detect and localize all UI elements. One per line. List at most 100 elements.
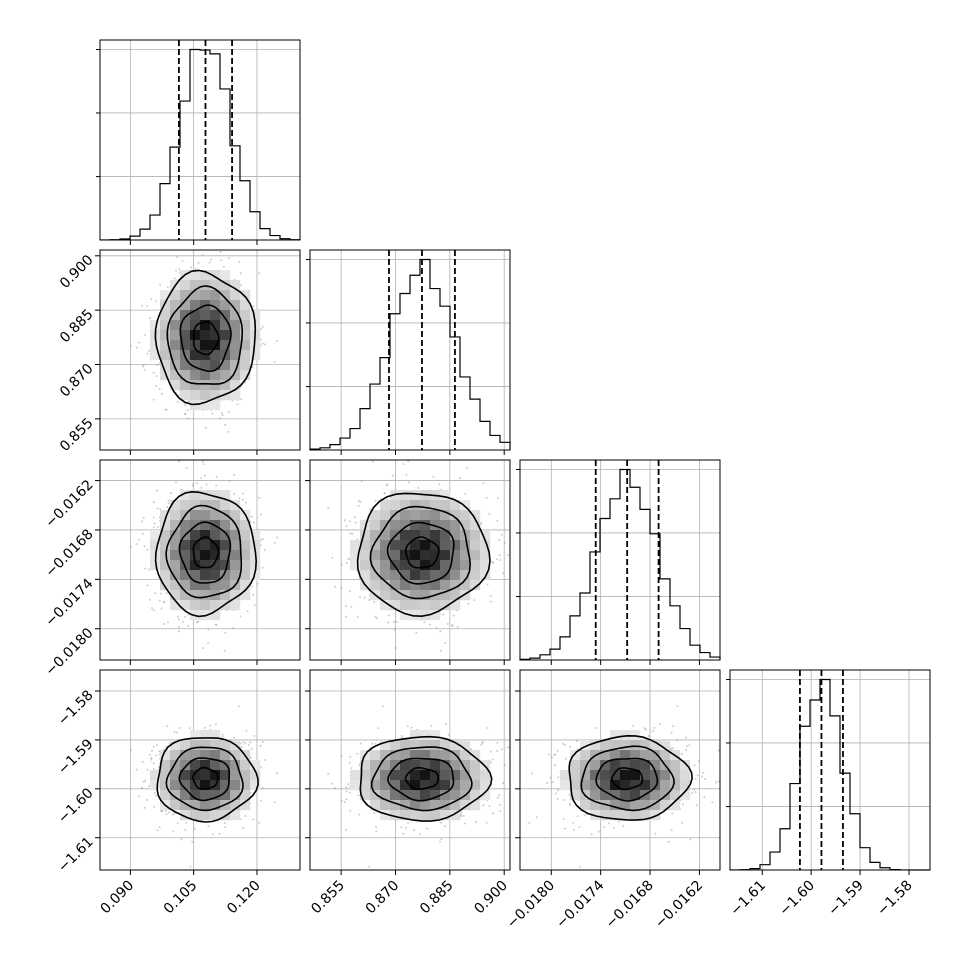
scatter-point xyxy=(440,838,443,841)
scatter-point xyxy=(211,412,214,415)
scatter-point xyxy=(467,602,470,605)
density-cell xyxy=(230,780,241,791)
panel-2-0: −0.0180−0.0174−0.0168−0.0162 xyxy=(42,459,301,679)
scatter-point xyxy=(485,496,488,499)
scatter-point xyxy=(240,746,243,749)
scatter-point xyxy=(202,647,205,649)
density-cell xyxy=(230,530,241,541)
density-cell xyxy=(430,610,441,621)
scatter-point xyxy=(351,532,354,535)
density-cell xyxy=(420,600,431,611)
scatter-point xyxy=(340,754,343,757)
scatter-point xyxy=(400,826,403,829)
density-cell xyxy=(460,590,471,601)
density-cell xyxy=(160,520,171,531)
density-cell xyxy=(180,750,191,761)
scatter-point xyxy=(357,794,360,797)
density-cell xyxy=(170,500,181,511)
scatter-point xyxy=(152,398,155,401)
scatter-point xyxy=(153,805,156,808)
density-cell xyxy=(400,610,411,621)
density-cell xyxy=(470,550,481,561)
scatter-point xyxy=(169,492,172,495)
density-cell xyxy=(170,330,181,341)
scatter-point xyxy=(138,795,140,798)
density-cell xyxy=(360,560,371,571)
scatter-point xyxy=(144,333,147,336)
density-cell xyxy=(230,800,241,811)
contour-level-1 xyxy=(178,521,232,584)
scatter-point xyxy=(227,257,230,260)
scatter-point xyxy=(146,584,149,587)
x-tick-label: 0.105 xyxy=(161,878,201,918)
density-cell xyxy=(450,580,461,591)
scatter-point xyxy=(247,743,250,746)
density-cell xyxy=(180,790,191,801)
scatter-point xyxy=(383,492,386,495)
density-cell xyxy=(360,570,371,581)
scatter-point xyxy=(221,733,224,736)
scatter-point xyxy=(486,583,489,586)
scatter-point xyxy=(228,480,231,483)
scatter-point xyxy=(148,785,151,788)
density-cell xyxy=(400,500,411,511)
scatter-point xyxy=(149,598,151,601)
density-cell xyxy=(430,600,441,611)
density-cell xyxy=(190,560,201,571)
scatter-point xyxy=(141,786,144,789)
scatter-point xyxy=(207,628,210,631)
scatter-point xyxy=(153,792,156,794)
scatter-point xyxy=(381,705,384,708)
scatter-point xyxy=(515,607,517,609)
density-cell xyxy=(210,530,221,541)
density-cell xyxy=(160,790,171,801)
density-cell xyxy=(230,510,241,521)
scatter-point xyxy=(258,821,261,824)
scatter-point xyxy=(429,623,432,626)
scatter-point xyxy=(160,392,163,395)
density-cell xyxy=(380,580,391,591)
density-cell xyxy=(400,520,411,531)
scatter-point xyxy=(498,554,501,557)
scatter-point xyxy=(456,626,459,629)
density-cell xyxy=(220,530,231,541)
density-cell xyxy=(200,380,211,391)
scatter-point xyxy=(150,749,153,752)
scatter-point xyxy=(189,266,192,269)
density-cell xyxy=(210,810,221,821)
density-cell xyxy=(370,580,381,591)
contour-level-0 xyxy=(192,320,220,356)
scatter-point xyxy=(209,724,212,727)
scatter-point xyxy=(223,821,226,824)
scatter-point xyxy=(480,521,483,524)
density-cell xyxy=(470,520,481,531)
density-cell xyxy=(390,570,401,581)
scatter-point xyxy=(146,548,149,551)
scatter-point xyxy=(402,463,405,466)
density-cell xyxy=(170,790,181,801)
density-cell xyxy=(450,520,461,531)
scatter-point xyxy=(276,536,278,539)
y-tick-label: −1.60 xyxy=(55,785,97,827)
density-cell xyxy=(180,540,191,551)
scatter-point xyxy=(349,532,352,535)
scatter-point xyxy=(485,821,488,824)
scatter-point xyxy=(237,705,240,708)
scatter-point xyxy=(356,616,359,618)
scatter-point xyxy=(154,794,157,797)
scatter-point xyxy=(340,563,343,566)
density-cell xyxy=(400,600,411,611)
density-cell xyxy=(240,370,251,381)
contour-level-0 xyxy=(192,536,220,569)
density-cell xyxy=(160,290,171,301)
scatter-point xyxy=(473,599,476,602)
density-cell xyxy=(230,280,241,291)
density-cell xyxy=(190,790,201,801)
density-cell xyxy=(240,590,251,601)
scatter-point xyxy=(141,532,144,535)
density-cell xyxy=(220,790,231,801)
scatter-point xyxy=(187,624,190,627)
scatter-point xyxy=(175,481,177,484)
scatter-point xyxy=(238,497,241,500)
density-cell xyxy=(190,530,201,541)
